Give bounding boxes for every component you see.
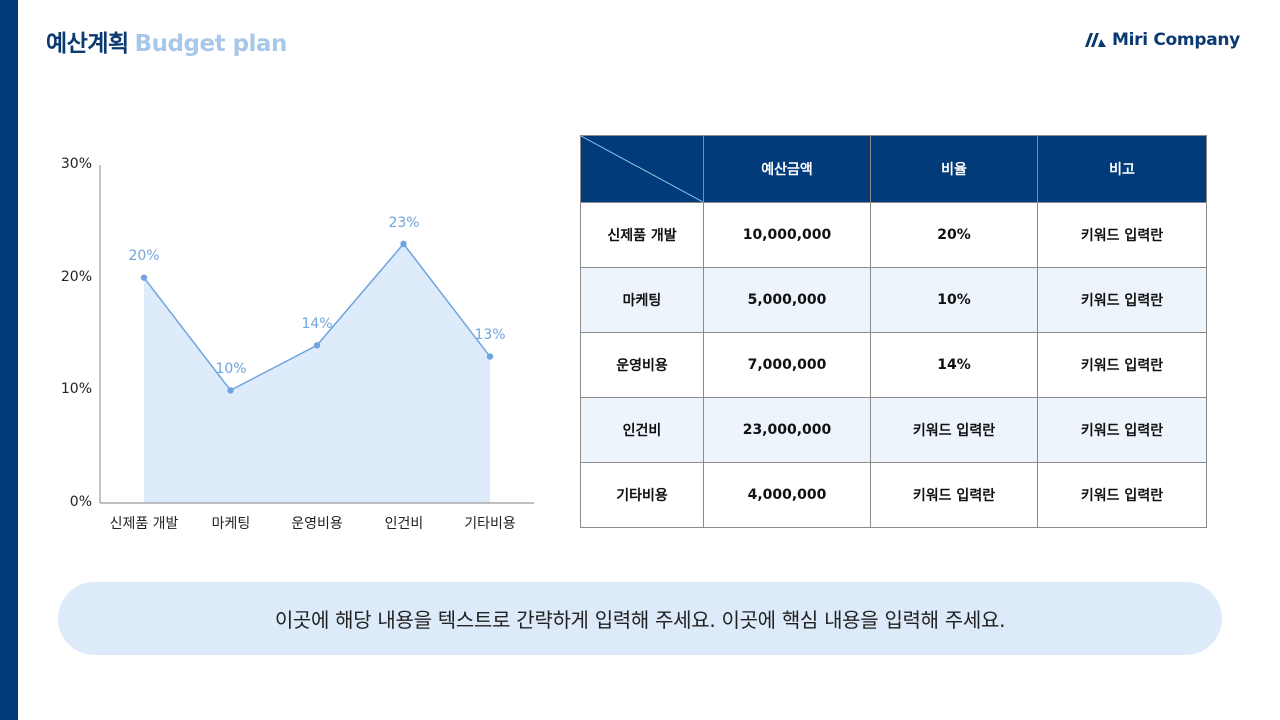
page-title: 예산계획 Budget plan: [46, 24, 287, 58]
table-header-row: 예산금액 비율 비고: [580, 135, 1207, 203]
data-point-marker: [400, 240, 407, 248]
ratio-cell: 20%: [870, 202, 1038, 268]
amount-cell: 7,000,000: [703, 332, 871, 398]
data-label: 14%: [301, 316, 333, 332]
x-tick-label: 신제품 개발: [109, 516, 179, 532]
x-tick-label: 기타비용: [464, 516, 516, 532]
row-label: 기타비용: [580, 462, 704, 528]
data-label: 20%: [128, 248, 160, 264]
remarks-cell: 키워드 입력란: [1037, 332, 1207, 398]
remarks-cell: 키워드 입력란: [1037, 267, 1207, 333]
data-point-marker: [140, 274, 148, 281]
company-name: Miri Company: [1112, 30, 1240, 50]
column-header-amount: 예산금액: [703, 135, 871, 203]
page-title-korean: 예산계획: [46, 31, 129, 57]
data-label: 13%: [474, 327, 506, 343]
data-point-marker: [313, 342, 321, 349]
row-label: 인건비: [580, 397, 704, 463]
remarks-cell: 키워드 입력란: [1037, 462, 1207, 528]
y-tick-label: 30%: [60, 156, 92, 172]
y-tick-label: 20%: [60, 269, 92, 285]
amount-cell: 10,000,000: [703, 202, 871, 268]
y-tick-label: 10%: [60, 381, 92, 397]
data-point-marker: [486, 353, 494, 360]
amount-cell: 23,000,000: [703, 397, 871, 463]
ratio-cell: 키워드 입력란: [870, 462, 1038, 528]
x-tick-label: 운영비용: [291, 516, 343, 532]
table-row: 운영비용 7,000,000 14% 키워드 입력란: [580, 332, 1207, 398]
budget-table: 예산금액 비율 비고 신제품 개발 10,000,000 20% 키워드 입력란…: [580, 135, 1207, 528]
table-corner-cell: [580, 135, 704, 203]
left-accent-bar: [0, 0, 18, 720]
ratio-cell: 14%: [870, 332, 1038, 398]
remarks-cell: 키워드 입력란: [1037, 202, 1207, 268]
row-label: 마케팅: [580, 267, 704, 333]
table-row: 기타비용 4,000,000 키워드 입력란 키워드 입력란: [580, 462, 1207, 528]
row-label: 운영비용: [580, 332, 704, 398]
column-header-ratio: 비율: [870, 135, 1038, 203]
chart-area-fill: [144, 243, 490, 503]
diagonal-divider-icon: [581, 136, 703, 202]
data-label: 10%: [215, 361, 247, 377]
amount-cell: 4,000,000: [703, 462, 871, 528]
remarks-cell: 키워드 입력란: [1037, 397, 1207, 463]
ratio-cell: 키워드 입력란: [870, 397, 1038, 463]
column-header-remarks: 비고: [1037, 135, 1207, 203]
ratio-cell: 10%: [870, 267, 1038, 333]
x-tick-label: 마케팅: [211, 516, 251, 532]
amount-cell: 5,000,000: [703, 267, 871, 333]
table-row: 인건비 23,000,000 키워드 입력란 키워드 입력란: [580, 397, 1207, 463]
summary-note-text: 이곳에 해당 내용을 텍스트로 간략하게 입력해 주세요. 이곳에 핵심 내용을…: [274, 608, 1006, 632]
budget-ratio-chart: 30% 20% 10% 0% 신제품 개발 마케팅 운영비용 인건비 기타비용 …: [40, 140, 560, 550]
y-tick-label: 0%: [69, 494, 92, 510]
chart-markers: [140, 240, 494, 394]
miri-logo-mark-icon: [1085, 33, 1106, 47]
table-row: 마케팅 5,000,000 10% 키워드 입력란: [580, 267, 1207, 333]
row-label: 신제품 개발: [580, 202, 704, 268]
company-logo: Miri Company: [1084, 30, 1240, 50]
chart-canvas: [99, 165, 534, 504]
data-label: 23%: [388, 215, 420, 231]
page-title-english: Budget plan: [134, 31, 288, 57]
data-point-marker: [227, 387, 234, 394]
x-tick-label: 인건비: [384, 516, 424, 532]
summary-note-box: 이곳에 해당 내용을 텍스트로 간략하게 입력해 주세요. 이곳에 핵심 내용을…: [58, 582, 1222, 655]
table-row: 신제품 개발 10,000,000 20% 키워드 입력란: [580, 202, 1207, 268]
